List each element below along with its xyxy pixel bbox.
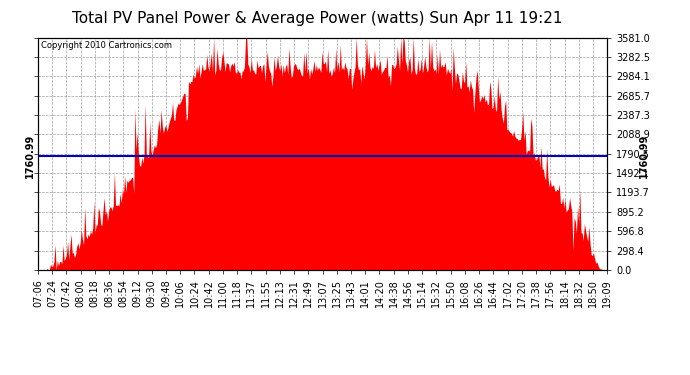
Text: Total PV Panel Power & Average Power (watts) Sun Apr 11 19:21: Total PV Panel Power & Average Power (wa… bbox=[72, 11, 562, 26]
Text: Copyright 2010 Cartronics.com: Copyright 2010 Cartronics.com bbox=[41, 41, 172, 50]
Text: 1760.99: 1760.99 bbox=[25, 134, 35, 178]
Text: 1760.99: 1760.99 bbox=[638, 134, 649, 178]
